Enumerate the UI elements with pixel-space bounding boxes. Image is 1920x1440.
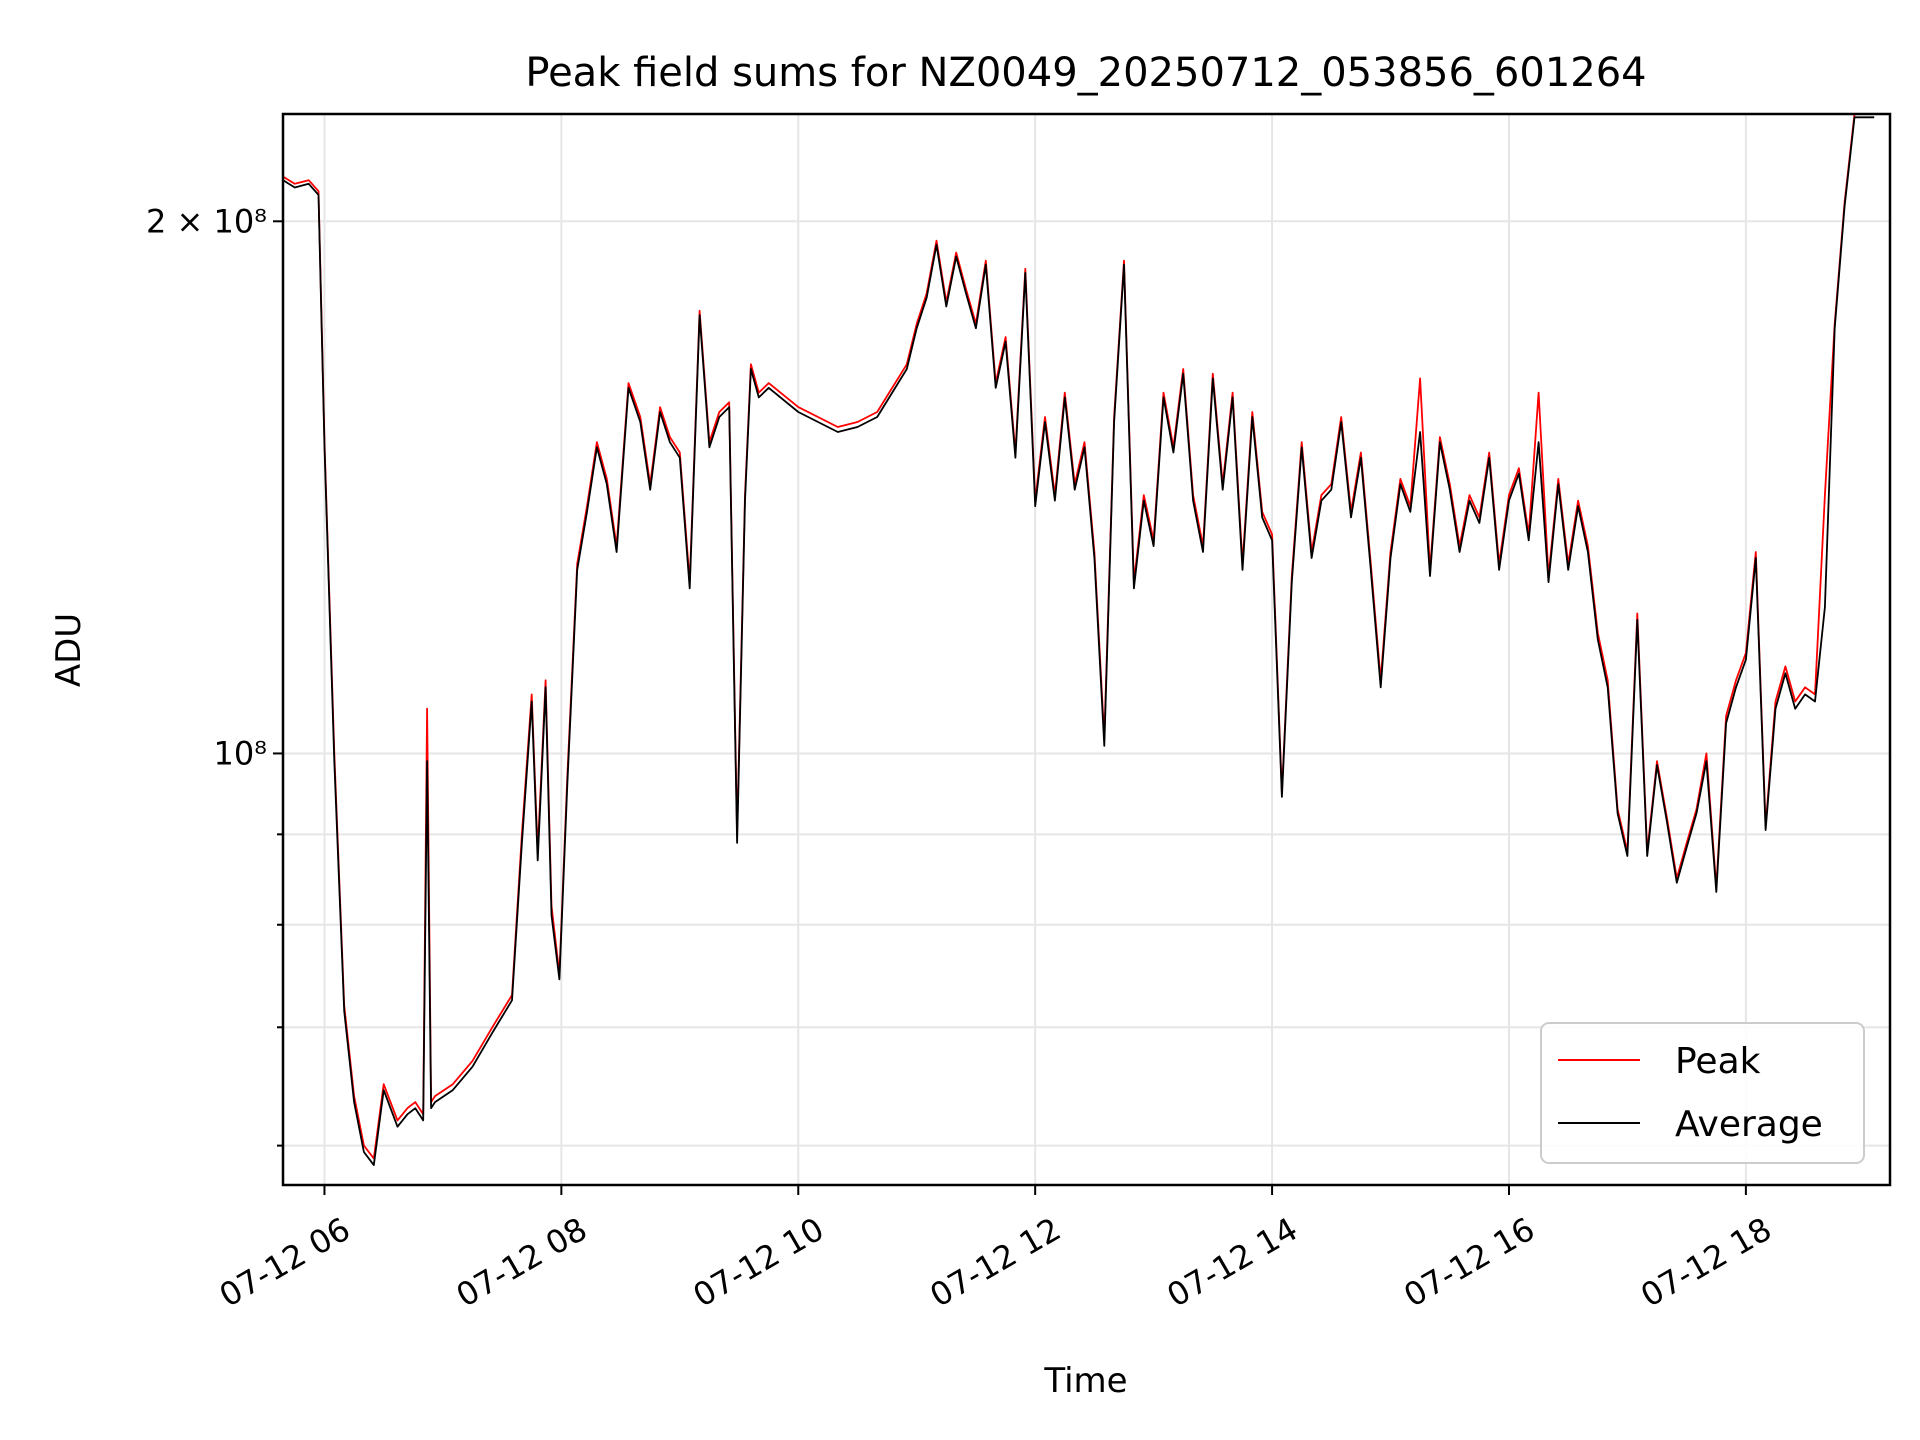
series-layer — [283, 114, 1875, 1166]
legend-label-peak: Peak — [1675, 1041, 1761, 1082]
plot-frame — [281, 112, 1892, 1187]
series-line-average — [283, 116, 1875, 1166]
chart-title: Peak field sums for NZ0049_20250712_0538… — [525, 50, 1646, 96]
legend-label-average: Average — [1675, 1104, 1823, 1145]
x-axis-label: Time — [1043, 1361, 1127, 1401]
legend: Peak Average — [1540, 1022, 1865, 1164]
y-axis-label: ADU — [49, 613, 89, 687]
y-tick-label: 2 × 10⁸ — [146, 202, 267, 240]
legend-box — [1540, 1022, 1865, 1164]
y-tick-label: 10⁸ — [213, 734, 267, 772]
